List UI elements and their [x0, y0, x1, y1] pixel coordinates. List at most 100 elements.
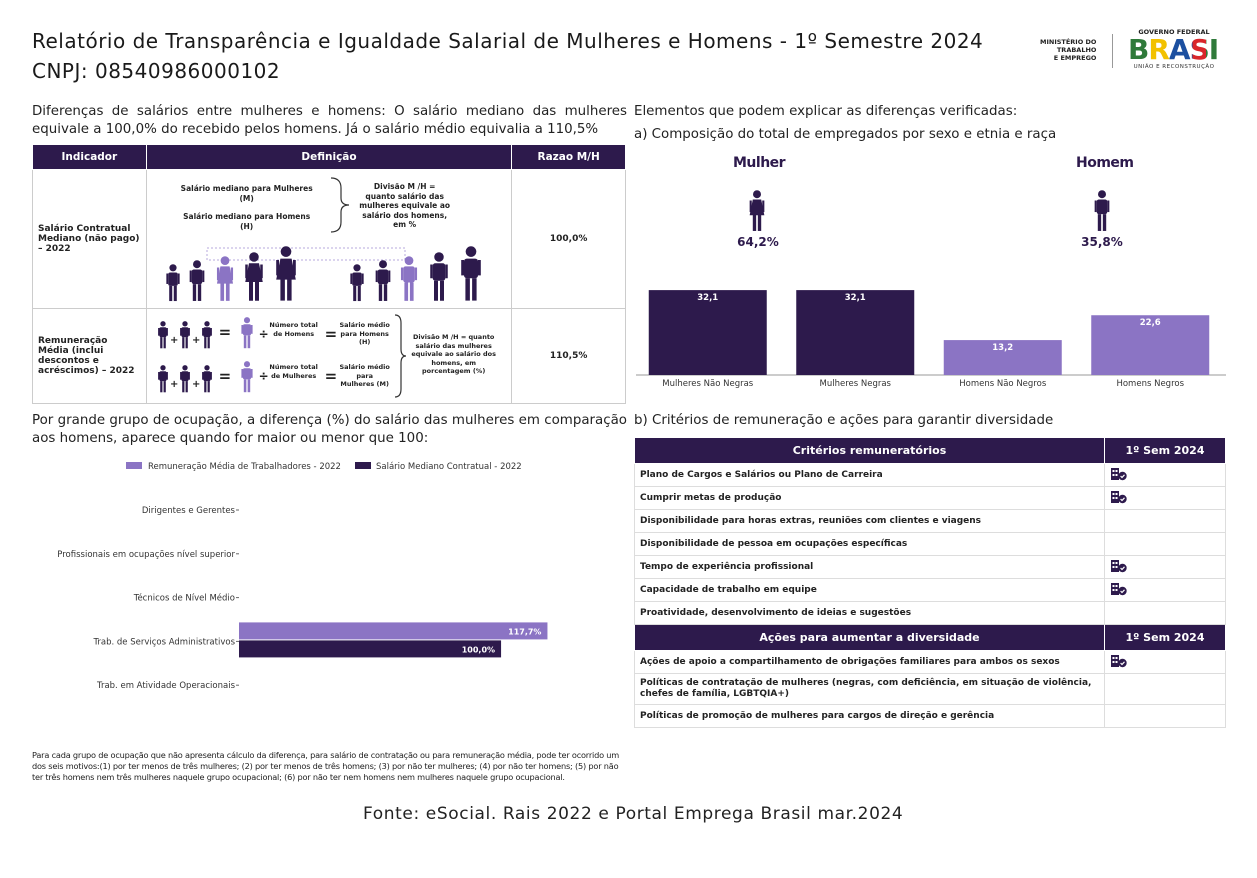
building-check-icon	[1110, 582, 1128, 599]
woman-icon	[749, 190, 765, 231]
occupation-bar-chart: Remuneração Média de Trabalhadores - 202…	[57, 461, 548, 692]
gov-brasil-logo: GOVERNO FEDERAL BRASIL UNIÃO E RECONSTRU…	[1128, 28, 1236, 70]
woman-icon	[216, 256, 233, 301]
man-icon	[241, 361, 253, 393]
action-row-label: Ações de apoio a compartilhamento de obr…	[634, 650, 1105, 674]
table-row: Tempo de experiência profissional	[634, 555, 1226, 579]
criteria-row-label: Proatividade, desenvolvimento de ideias …	[634, 601, 1105, 625]
report-header: Relatório de Transparência e Igualdade S…	[32, 26, 983, 86]
table-row: Capacidade de trabalho em equipe	[634, 578, 1226, 602]
legend-label: Salário Mediano Contratual - 2022	[376, 462, 522, 472]
report-title: Relatório de Transparência e Igualdade S…	[32, 29, 984, 53]
criteria-row-label: Disponibilidade de pessoa em ocupações e…	[634, 532, 1105, 556]
median-bracket	[206, 247, 406, 261]
criteria-row-label: Disponibilidade para horas extras, reuni…	[634, 509, 1105, 533]
man-icon	[350, 264, 364, 302]
col-sem: 1º Sem 2024	[1104, 437, 1226, 464]
criteria-row-status	[1104, 601, 1226, 625]
row2-razao: 110,5%	[511, 308, 626, 404]
criteria-row-label: Tempo de experiência profissional	[634, 555, 1105, 579]
criteria-row-label: Plano de Cargos e Salários ou Plano de C…	[634, 463, 1105, 487]
man-icon	[179, 365, 190, 393]
brace-icon	[330, 177, 349, 233]
composition-subheading: a) Composição do total de empregados por…	[634, 127, 1057, 142]
man-icon	[460, 246, 481, 301]
criteria-row-status	[1104, 555, 1226, 579]
building-check-icon	[1110, 490, 1128, 507]
category-label: Profissionais em ocupações nível superio…	[57, 550, 235, 560]
bar	[648, 290, 767, 375]
table-row: Disponibilidade de pessoa em ocupações e…	[634, 532, 1226, 556]
woman-icon	[749, 190, 765, 231]
table-row: Políticas de promoção de mulheres para c…	[634, 704, 1226, 728]
indicator-table: Indicador Definição Razao M/H Salário Co…	[32, 144, 626, 404]
bar-value-label: 32,1	[697, 293, 718, 303]
table-row: Proatividade, desenvolvimento de ideias …	[634, 601, 1226, 625]
legend-swatch	[126, 462, 142, 469]
criteria-row-status	[1104, 509, 1226, 533]
action-row-label: Políticas de contratação de mulheres (ne…	[634, 673, 1105, 705]
row1-razao: 100,0%	[511, 169, 626, 309]
action-row-label: Políticas de promoção de mulheres para c…	[634, 704, 1105, 728]
homem-label: Homem	[1076, 155, 1134, 171]
ministry-logo: MINISTÉRIO DO TRABALHO E EMPREGO	[1040, 38, 1096, 62]
bar	[239, 640, 502, 658]
action-row-status	[1104, 650, 1226, 674]
building-check-icon	[1110, 654, 1128, 671]
plus-symbol: +	[170, 335, 178, 346]
category-label: Trab. em Atividade Operacionais	[96, 681, 236, 691]
people-sum-icon: + + + +	[157, 317, 253, 393]
row1-median-men: Salário mediano para Homens (H)	[183, 212, 311, 231]
bar-value-label: 22,6	[1140, 318, 1161, 328]
bar	[943, 340, 1062, 375]
building-check-icon	[1110, 559, 1128, 576]
row2-num-women: Número total de Mulheres	[269, 363, 318, 380]
man-icon	[157, 365, 168, 393]
bar-value-label: 32,1	[845, 293, 866, 303]
col-indicador: Indicador	[32, 144, 147, 170]
mulher-pct: 64,2%	[737, 235, 779, 249]
row2-division-text: Divisão M /H = quanto salário das mulher…	[411, 333, 496, 375]
man-icon	[1094, 190, 1110, 231]
action-row-status	[1104, 704, 1226, 728]
brasil-wordmark: BRASIL	[1128, 33, 1236, 66]
criteria-row-status	[1104, 463, 1226, 487]
col-razao: Razao M/H	[511, 144, 626, 170]
bar-value-label: 100,0%	[462, 645, 495, 654]
ministry-line-1: MINISTÉRIO DO	[1040, 38, 1097, 46]
source-text: Fonte: eSocial. Rais 2022 e Portal Empre…	[363, 804, 904, 824]
man-icon	[241, 317, 253, 349]
row2-indicador: Remuneração Média (inclui descontos e ac…	[32, 308, 147, 404]
actions-header-row: Ações para aumentar a diversidade 1º Sem …	[634, 624, 1226, 651]
category-label: Dirigentes e Gerentes	[142, 506, 236, 516]
people-icon-group	[166, 246, 481, 302]
criteria-row-label: Capacidade de trabalho em equipe	[634, 578, 1105, 602]
cnpj-label: CNPJ: 08540986000102	[32, 59, 281, 83]
table-row: Ações de apoio a compartilhamento de obr…	[634, 650, 1226, 674]
table-row: Disponibilidade para horas extras, reuni…	[634, 509, 1226, 533]
occupation-heading: Por grande grupo de ocupação, a diferenç…	[32, 413, 627, 446]
man-icon	[166, 264, 180, 302]
criteria-row-status	[1104, 578, 1226, 602]
row1-division-text: Divisão M /H = quanto salário das mulher…	[359, 182, 451, 229]
category-label: Homens Negros	[1116, 379, 1184, 389]
gov-bottom-text: UNIÃO E RECONSTRUÇÃO	[1133, 64, 1215, 70]
category-label: Técnicos de Nível Médio	[133, 593, 235, 604]
criteria-table: Critérios remuneratórios 1º Sem 2024 Pla…	[634, 437, 1226, 728]
composition-heading: Elementos que podem explicar as diferenç…	[634, 104, 1018, 119]
man-icon	[429, 252, 448, 301]
row2-sal-women: Salário médio para Mulheres (M)	[339, 363, 390, 388]
col-acoes: Ações para aumentar a diversidade	[634, 624, 1105, 651]
col-definicao: Definição	[145, 144, 513, 170]
category-label: Homens Não Negros	[959, 379, 1047, 389]
row1-indicador: Salário Contratual Mediano (não pago) – …	[32, 169, 147, 309]
equals-symbol: =	[218, 323, 232, 341]
equals-symbol: =	[324, 367, 338, 385]
divide-symbol: ÷	[258, 327, 269, 341]
row2-definition: + + + + = = ÷ ÷ Número total de Homens Núme…	[145, 308, 513, 404]
bar-value-label: 117,7%	[508, 627, 541, 636]
col-sem2: 1º Sem 2024	[1104, 624, 1226, 651]
plus-symbol: +	[170, 379, 178, 390]
criteria-row-status	[1104, 486, 1226, 510]
man-icon	[400, 256, 417, 301]
